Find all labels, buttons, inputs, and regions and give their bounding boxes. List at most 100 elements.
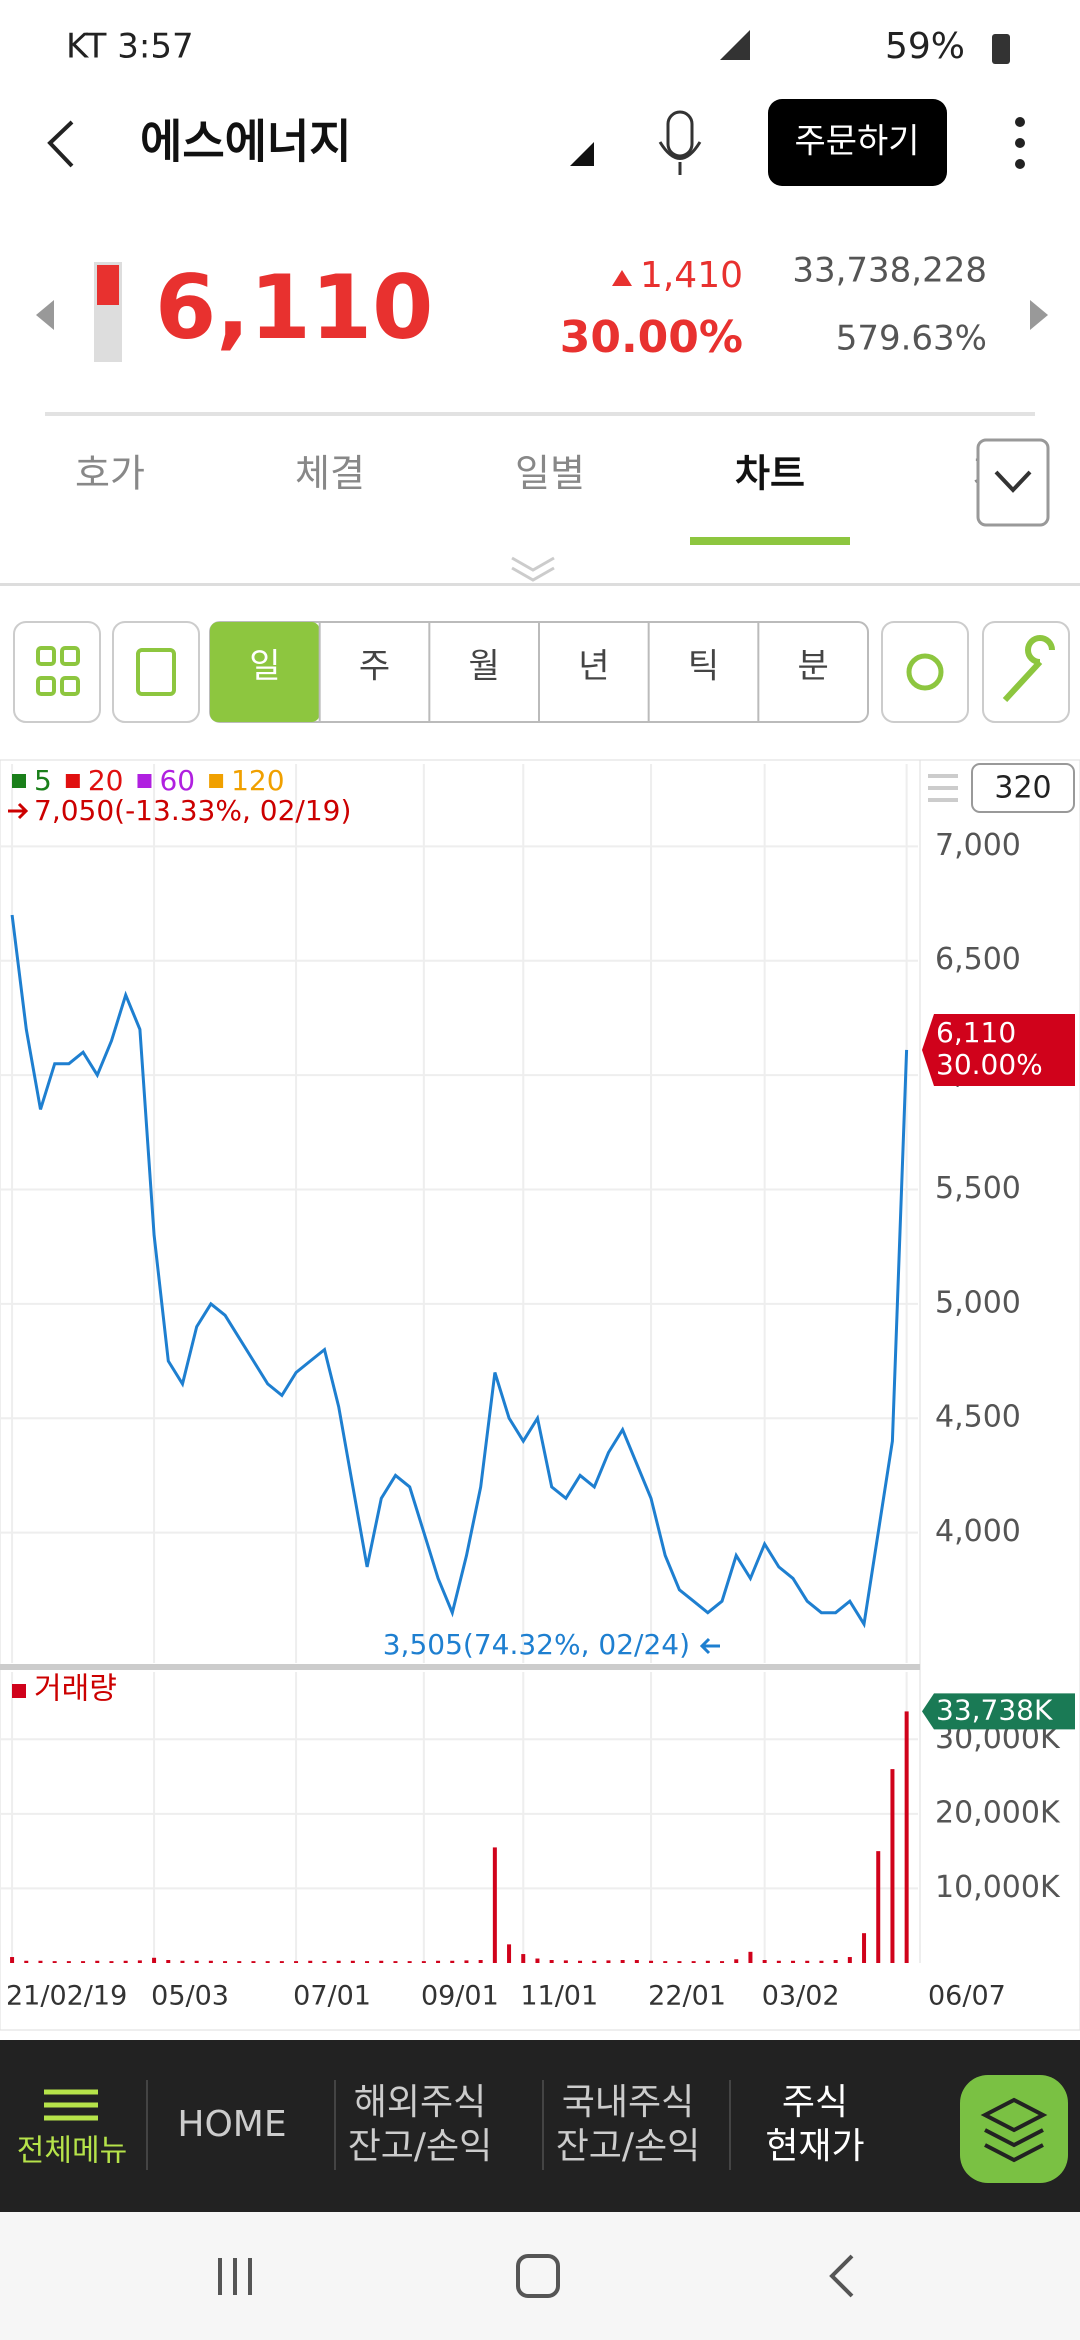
- volume-bar: [521, 1954, 526, 1963]
- volume-bar: [620, 1960, 625, 1963]
- volume-bar: [478, 1960, 483, 1963]
- nav-item[interactable]: 잔고/손익: [348, 2126, 493, 2167]
- volume-bar: [563, 1960, 568, 1963]
- volume-bar: [819, 1960, 824, 1963]
- nav-item[interactable]: 잔고/손익: [556, 2126, 701, 2167]
- layer-icon: [980, 2097, 1048, 2163]
- volume-bar: [592, 1960, 597, 1963]
- period-option[interactable]: 주: [359, 647, 390, 687]
- tab[interactable]: 일별: [515, 452, 585, 496]
- nav-item[interactable]: 주식: [782, 2082, 848, 2123]
- volume-bar: [634, 1960, 639, 1963]
- expand-handle[interactable]: [511, 556, 555, 582]
- layout-icon: [36, 646, 80, 696]
- period-option[interactable]: 분: [798, 647, 829, 687]
- x-tick-label: 05/03: [151, 1981, 229, 2012]
- tab-dropdown-icon: [994, 470, 1032, 493]
- volume-bar: [549, 1960, 554, 1963]
- volume-bar: [578, 1960, 583, 1963]
- nav-item[interactable]: 국내주식: [562, 2082, 694, 2123]
- nav-item[interactable]: 해외주식: [354, 2082, 486, 2123]
- price-tag-label: 30.00%: [936, 1048, 1043, 1081]
- pane-splitter[interactable]: [0, 1664, 920, 1670]
- volume-bar: [734, 1959, 739, 1963]
- title-dropdown[interactable]: [570, 142, 594, 166]
- period-option[interactable]: 월: [469, 647, 500, 687]
- system-back[interactable]: [829, 2254, 854, 2298]
- volume-bar: [748, 1951, 753, 1963]
- battery-icon: [992, 34, 1010, 64]
- y-tick-label: 4,000: [935, 1514, 1021, 1549]
- prev-stock[interactable]: [36, 300, 54, 330]
- settings-button[interactable]: [881, 621, 969, 723]
- order-button[interactable]: [768, 99, 947, 186]
- period-option[interactable]: 일: [249, 647, 280, 687]
- y-tick-label: 5,500: [935, 1171, 1021, 1206]
- volume-bar: [152, 1957, 157, 1963]
- order-button-label[interactable]: 주문하기: [794, 122, 919, 162]
- nav-item[interactable]: 전체메뉴: [17, 2134, 127, 2169]
- tab[interactable]: 차트: [735, 452, 805, 496]
- count-box[interactable]: [971, 763, 1075, 813]
- fullscreen-icon: [136, 648, 176, 696]
- home-button[interactable]: [516, 2254, 560, 2298]
- signal-icon: [720, 30, 750, 60]
- volume-bar: [38, 1960, 43, 1963]
- volume-bar: [81, 1961, 86, 1963]
- period-selected: [210, 622, 320, 722]
- tab[interactable]: 호가: [75, 452, 145, 496]
- more-menu[interactable]: [1015, 117, 1025, 169]
- volume-bar: [606, 1960, 611, 1963]
- chart-frame: [0, 759, 1080, 2031]
- volume-bar: [365, 1961, 370, 1963]
- volume-bar: [791, 1960, 796, 1963]
- volume-bar: [109, 1961, 114, 1963]
- legend-swatch: [209, 774, 224, 788]
- y-tick-label: 7,000: [935, 828, 1021, 863]
- settings-icon: [906, 653, 944, 691]
- volume-bar: [663, 1961, 668, 1963]
- current-price: 6,110: [155, 256, 433, 359]
- system-buttons: [218, 2254, 854, 2298]
- next-stock[interactable]: [1030, 300, 1048, 330]
- y-tick-label: 6,500: [935, 942, 1021, 977]
- volume-title: 거래량: [34, 1672, 117, 1707]
- price-change: 1,410: [640, 255, 743, 296]
- y-tick-label: 5,000: [935, 1285, 1021, 1320]
- tab-dropdown[interactable]: [976, 438, 1050, 527]
- volume-bar: [464, 1960, 469, 1963]
- count-box-label[interactable]: 320: [994, 771, 1051, 806]
- tools-icon: [1002, 635, 1055, 703]
- back-button[interactable]: [47, 120, 74, 168]
- bottom-nav: [0, 2040, 1080, 2212]
- volume-bar: [876, 1851, 881, 1963]
- mic-button[interactable]: [658, 110, 702, 175]
- volume-bar: [407, 1961, 412, 1963]
- y-tick-label: 4,500: [935, 1400, 1021, 1435]
- volume-bar: [194, 1960, 199, 1963]
- volume-bar: [24, 1960, 29, 1963]
- price-tag-label: 6,110: [936, 1016, 1016, 1049]
- nav-item[interactable]: 현재가: [765, 2126, 864, 2167]
- tab[interactable]: 체결: [295, 452, 365, 496]
- layout-button[interactable]: [13, 621, 101, 723]
- recent-apps[interactable]: [218, 2258, 252, 2295]
- volume-bar: [762, 1960, 767, 1963]
- volume-bar: [95, 1960, 100, 1963]
- fullscreen-button[interactable]: [112, 621, 200, 723]
- period-option[interactable]: 년: [578, 647, 609, 687]
- nav-item[interactable]: HOME: [177, 2104, 286, 2145]
- period-option[interactable]: 틱: [688, 647, 719, 687]
- stock-title[interactable]: 에스에너지: [140, 115, 352, 169]
- x-tick-label: 06/07: [928, 1981, 1006, 2012]
- volume-bar: [691, 1961, 696, 1963]
- tools-button[interactable]: [982, 621, 1070, 723]
- volume-bar: [649, 1960, 654, 1963]
- up-arrow: [612, 270, 632, 286]
- legend-label: 120: [231, 764, 284, 797]
- volume-bar: [265, 1961, 270, 1963]
- battery-level: 59%: [885, 26, 965, 67]
